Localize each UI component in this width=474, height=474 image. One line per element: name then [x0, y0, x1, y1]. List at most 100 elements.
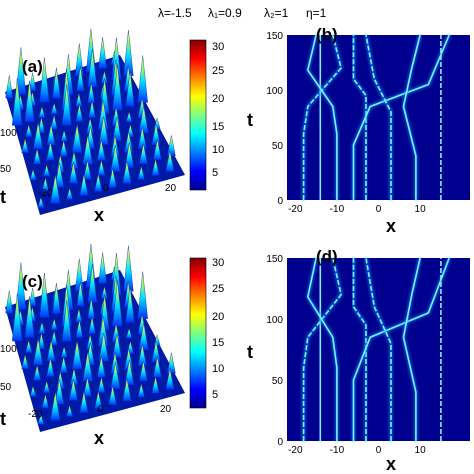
surface-peak-82 — [50, 174, 61, 204]
cbar-tick-a-30: 30 — [212, 41, 224, 53]
surface-peak-24 — [50, 102, 58, 115]
cbar-tick-a-20: 20 — [212, 93, 224, 105]
soliton-curve-4 — [352, 35, 367, 200]
surface-peak-53 — [59, 140, 68, 157]
surface-peak-9 — [98, 252, 107, 284]
soliton-curve-2 — [302, 34, 342, 200]
soliton-curve-3 — [306, 34, 338, 200]
param-eta: η=1 — [306, 6, 327, 20]
surface-peak-51 — [33, 364, 41, 381]
surface-peak-89 — [151, 376, 160, 394]
surface-peak-81 — [37, 413, 45, 425]
surface-peak-74 — [83, 160, 92, 180]
surface-peak-77 — [124, 359, 135, 386]
cbar-tick-a-5: 5 — [212, 167, 218, 179]
param-lambda1: λ₁=0.9 — [208, 6, 242, 20]
surface-peak-53 — [59, 356, 68, 373]
surface-peak-16 — [76, 66, 85, 92]
surface-peak-82 — [50, 391, 61, 421]
surface-peak-89 — [151, 158, 160, 176]
cbar-tick-c-20: 20 — [212, 311, 224, 323]
x-tick-a-2: 0 — [103, 183, 109, 194]
surface-peak-17 — [87, 264, 98, 303]
cbar-tick-c-10: 10 — [212, 363, 224, 375]
cbar-tick-c-30: 30 — [212, 257, 224, 269]
surface-peak-80 — [167, 135, 176, 157]
surface-peak-83 — [66, 187, 73, 200]
x-tick-a-3: 20 — [165, 183, 177, 194]
surface-peak-40 — [137, 55, 148, 103]
surface-peak-49 — [125, 327, 133, 339]
x-tick-label-3: 0 — [376, 204, 382, 215]
colorbar-a — [189, 39, 207, 191]
soliton-curve-7 — [402, 257, 421, 441]
x-axis-label-b: x — [386, 216, 396, 236]
surface-peak-3 — [28, 72, 37, 91]
surface-peak-39 — [125, 70, 135, 107]
surface-peak-71 — [41, 177, 49, 192]
colorbar-ticks-c: 5 10 15 20 25 30 — [212, 257, 224, 401]
y-tick-label-4: 150 — [266, 31, 283, 42]
soliton-curves-b — [301, 34, 452, 200]
surface-peak-40 — [137, 271, 148, 319]
y-tick-label-1: 0 — [277, 437, 283, 448]
surface-peak-57 — [112, 333, 122, 358]
surface-peak-84 — [79, 391, 89, 413]
x-tick-c-1: -20 — [28, 409, 43, 420]
x-tick-label-3: 0 — [376, 445, 382, 456]
surface-peak-13 — [39, 272, 50, 318]
surface-peak-39 — [125, 286, 135, 323]
surface-peak-71 — [41, 394, 49, 409]
surface-peak-32 — [37, 116, 45, 134]
surface-peak-75 — [97, 160, 106, 176]
surface-peak-79 — [153, 356, 162, 378]
y-axis-label-c: t — [0, 409, 6, 429]
surface-peak-74 — [83, 377, 92, 397]
x-tick-a-1: -20 — [38, 188, 53, 199]
surface-peak-70 — [151, 340, 161, 363]
surface-peak-2 — [15, 47, 27, 95]
y-tick-label-3: 100 — [266, 315, 283, 326]
cbar-tick-c-25: 25 — [212, 283, 224, 295]
y-tick-a-2: 100 — [0, 128, 17, 139]
y-axis-label-b: t — [247, 110, 253, 130]
surface-peak-76 — [110, 145, 121, 172]
surface-peak-72 — [54, 379, 65, 405]
surface-peak-34 — [61, 300, 72, 342]
surface-peak-1 — [5, 290, 14, 314]
surface-peak-61 — [29, 168, 37, 181]
surface-peak-24 — [50, 318, 58, 330]
surface-peak-75 — [97, 377, 106, 393]
y-axis-label-a: t — [0, 187, 6, 207]
surface-peak-62 — [43, 163, 51, 177]
x-tick-c-3: 20 — [160, 404, 172, 415]
x-tick-label-1: -20 — [288, 445, 303, 456]
surface-peak-32 — [37, 332, 45, 349]
surface-peak-78 — [139, 360, 148, 382]
surface-peak-85 — [94, 391, 103, 409]
soliton-curve-5 — [352, 34, 450, 200]
panel-label-a: (a) — [22, 57, 43, 76]
surface-peak-31 — [25, 124, 33, 138]
surface-peak-86 — [108, 385, 117, 405]
surface-peak-44 — [60, 129, 68, 142]
surface-peak-84 — [79, 174, 89, 196]
x-tick-label-2: -10 — [330, 204, 345, 215]
surface-peak-9 — [98, 37, 107, 69]
panel-label-b: (b) — [316, 25, 338, 44]
x-tick-label-4: 10 — [415, 204, 427, 215]
soliton-curve-5 — [352, 257, 450, 441]
y-tick-label-4: 150 — [266, 254, 283, 265]
surface-peak-86 — [108, 168, 117, 188]
surface-peak-35 — [75, 319, 84, 338]
y-tick-label-3: 100 — [266, 86, 283, 97]
x-axis-label-d: x — [386, 454, 396, 474]
surface-peak-34 — [61, 84, 72, 126]
surface-peak-57 — [112, 116, 122, 142]
y-tick-label-1: 0 — [277, 196, 283, 207]
x-axis-label-a: x — [94, 205, 104, 225]
y-tick-a-1: 50 — [0, 164, 12, 175]
surface-peak-88 — [137, 383, 145, 398]
